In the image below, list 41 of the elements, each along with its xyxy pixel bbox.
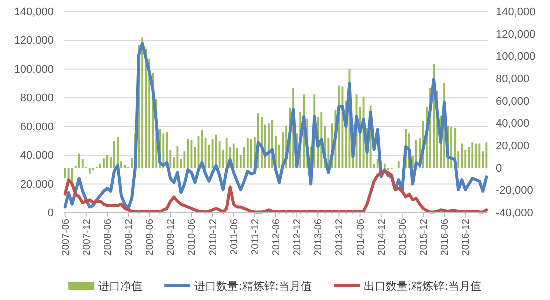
x-tick-label: 2008-06 xyxy=(102,218,114,256)
x-tick-label: 2013-06 xyxy=(314,218,325,256)
y2-tick-label: 100,000 xyxy=(496,51,536,64)
x-tick-label: 2008-12 xyxy=(124,218,136,256)
y2-tick-label: 80,000 xyxy=(496,74,530,86)
x-tick-label: 2010-12 xyxy=(208,218,220,256)
y2-tick-label: 0 xyxy=(496,162,502,175)
y-tick-label: 100,000 xyxy=(14,64,54,76)
y-tick-label: 20,000 xyxy=(20,178,54,191)
x-tick-label: 2014-12 xyxy=(376,218,388,256)
x-tick-label: 2012-12 xyxy=(292,218,304,256)
y-tick-label: 0 xyxy=(48,208,54,220)
y-tick-label: 140,000 xyxy=(14,6,54,19)
y2-tick-label: 40,000 xyxy=(496,118,530,130)
x-tick-label: 2011-12 xyxy=(250,218,262,255)
x-tick-label: 2007-12 xyxy=(82,218,93,256)
x-tick-label: 2011-06 xyxy=(229,218,240,255)
x-tick-label: 2014-06 xyxy=(356,218,367,256)
y2-tick-label: -20,000 xyxy=(496,185,534,198)
x-tick-label: 2015-06 xyxy=(398,218,409,256)
y-tick-label: 80,000 xyxy=(20,92,54,105)
legend-label: 进口数量:精炼锌:当月值 xyxy=(194,280,312,293)
y2-tick-label: 60,000 xyxy=(496,96,530,108)
x-tick-label: 2013-12 xyxy=(334,218,346,256)
x-tick-label: 2016-12 xyxy=(461,218,472,256)
y-tick-label: 120,000 xyxy=(14,35,54,48)
x-tick-label: 2010-06 xyxy=(187,218,198,256)
x-tick-label: 2016-06 xyxy=(440,218,452,256)
y2-tick-label: 20,000 xyxy=(496,140,530,153)
x-tick-label: 2009-06 xyxy=(145,218,156,256)
x-tick-label: 2009-12 xyxy=(166,218,178,256)
y2-tick-label: 140,000 xyxy=(496,6,536,19)
legend-label: 出口数量:精炼锌:当月值 xyxy=(364,280,482,293)
y-tick-label: 60,000 xyxy=(20,121,54,134)
x-tick-label: 2015-12 xyxy=(418,218,430,256)
x-tick-label: 2012-06 xyxy=(272,218,282,256)
legend-label: 进口净值 xyxy=(98,280,143,293)
y2-tick-label: -40,000 xyxy=(496,208,534,220)
y2-tick-label: 120,000 xyxy=(496,28,536,41)
y-tick-label: 40,000 xyxy=(20,150,54,162)
x-tick-label: 2007-06 xyxy=(60,218,72,256)
